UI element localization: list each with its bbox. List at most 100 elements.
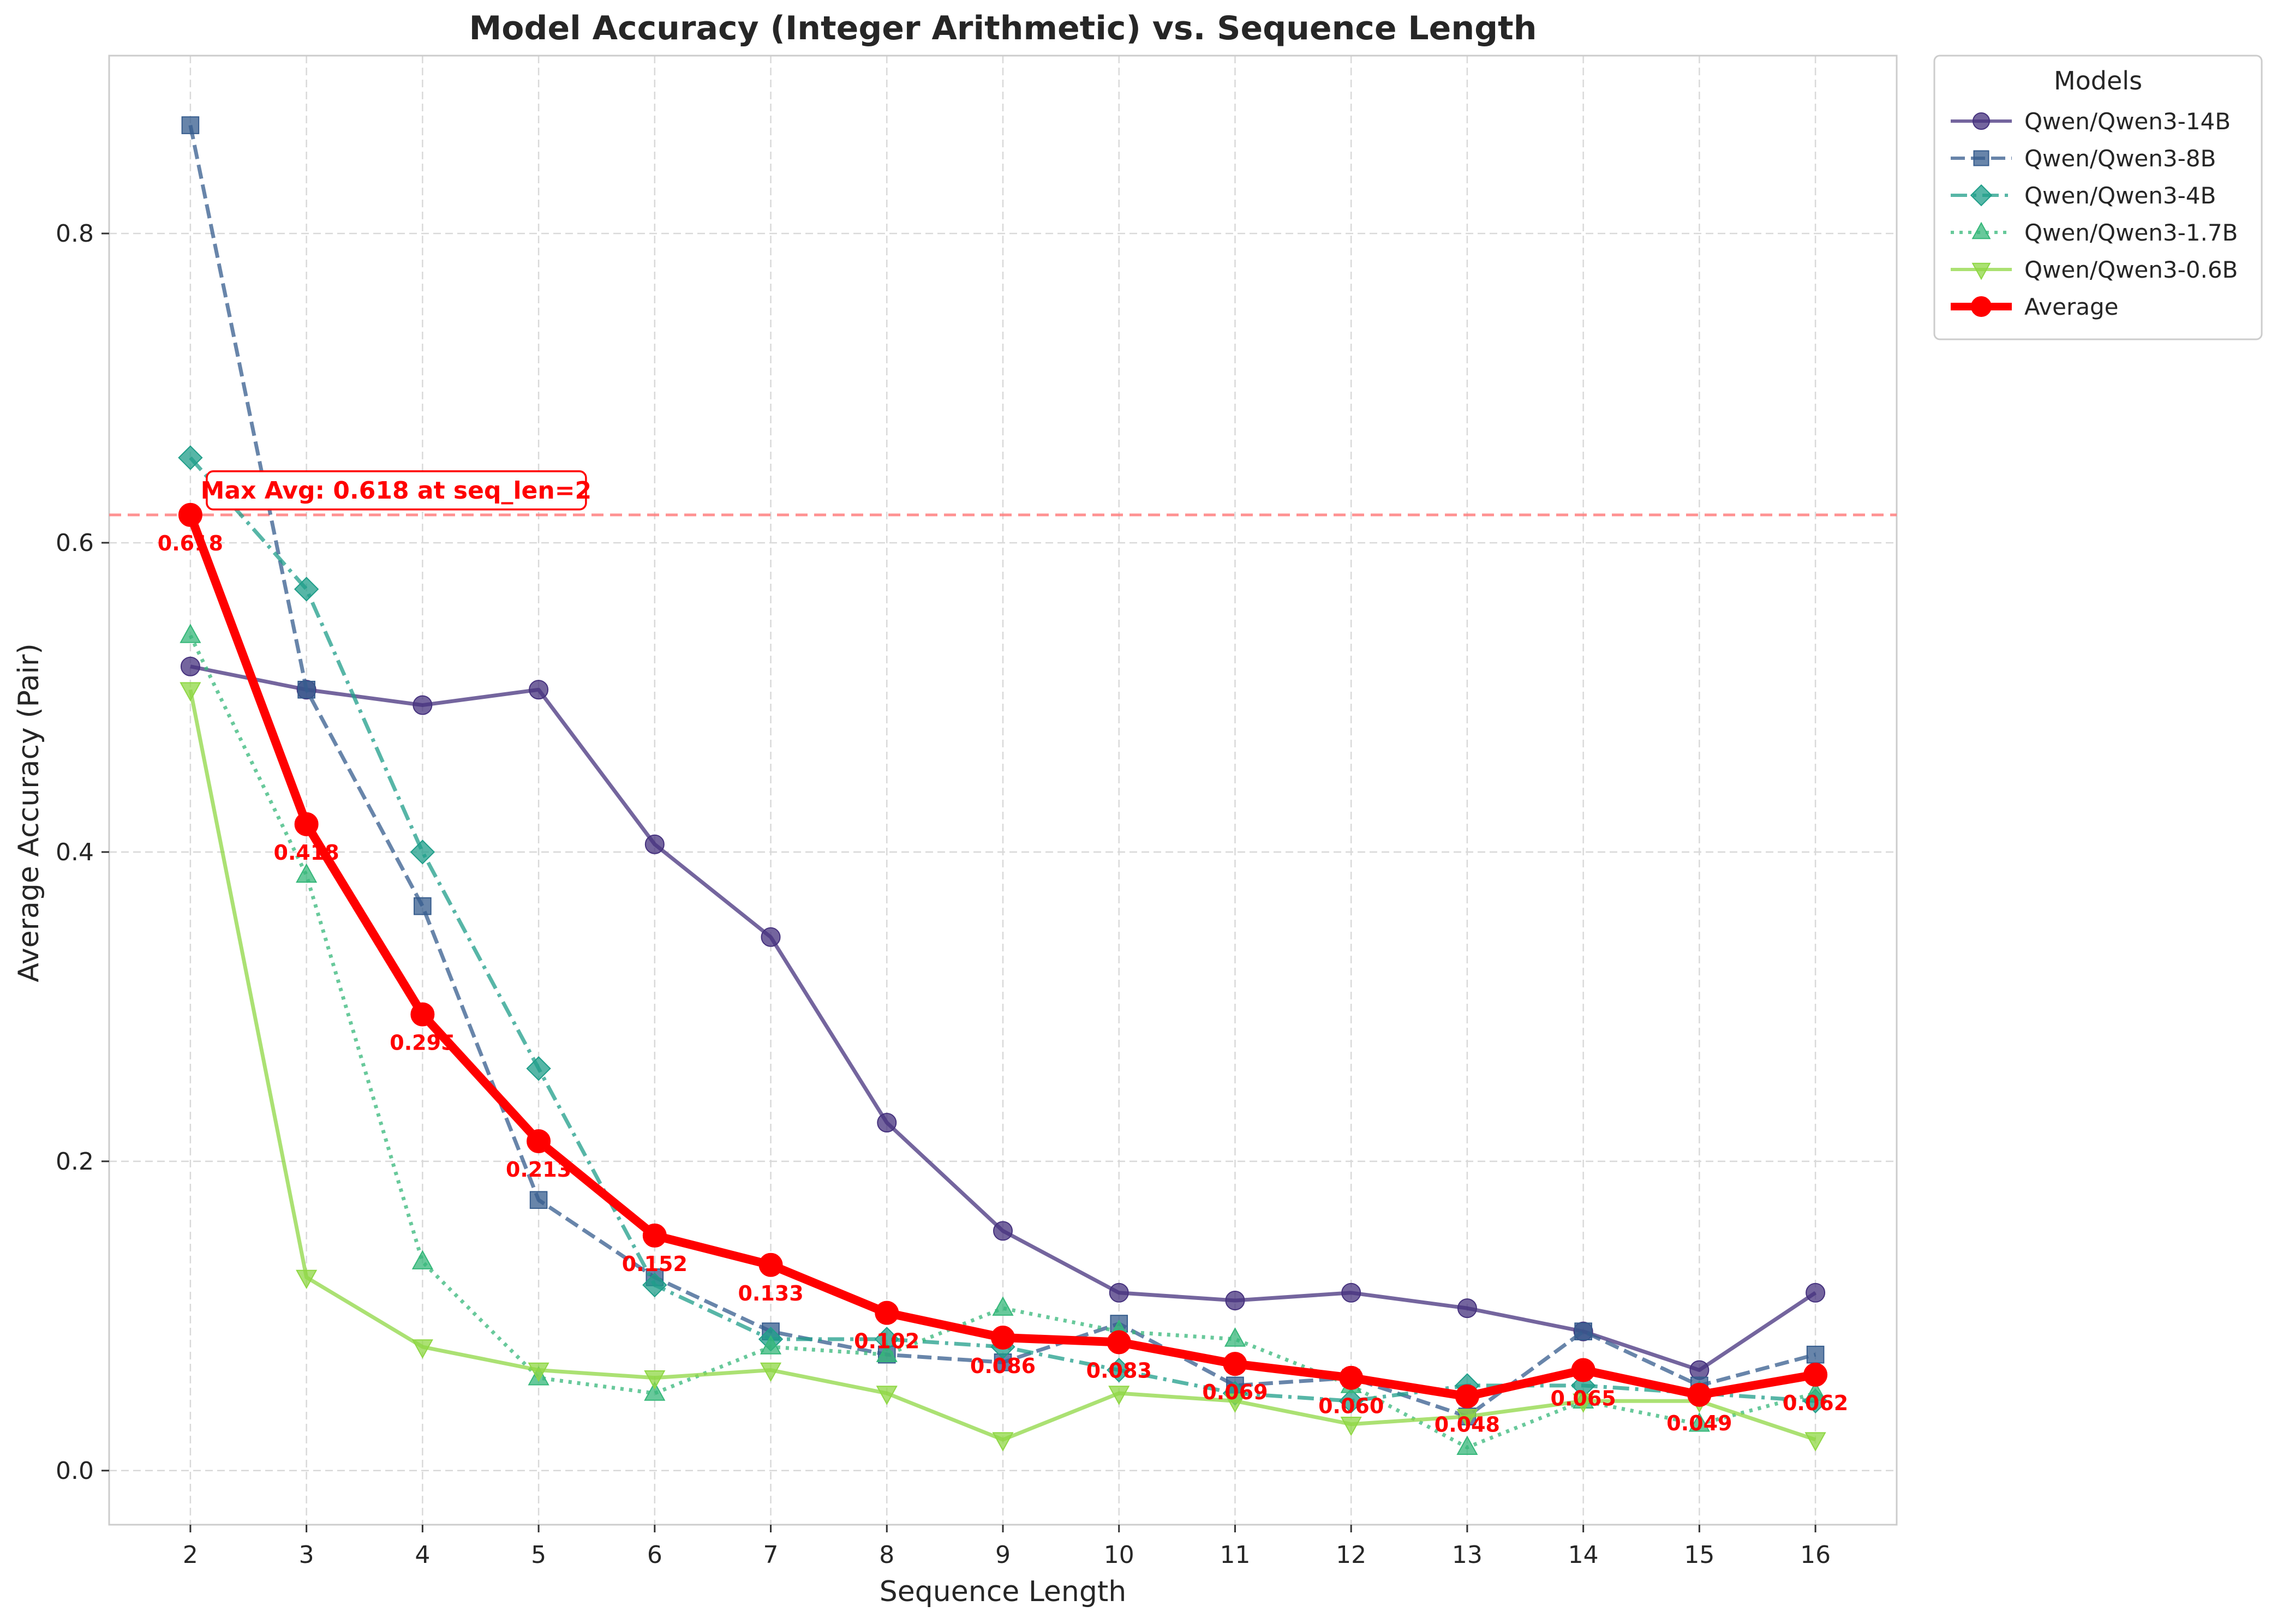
data-point xyxy=(1109,1283,1129,1303)
data-point xyxy=(760,1362,782,1382)
data-point xyxy=(1456,1409,1478,1429)
data-point xyxy=(1224,1393,1246,1413)
x-tick-label: 10 xyxy=(1104,1541,1134,1569)
legend-label: Average xyxy=(2024,293,2118,320)
data-point xyxy=(1108,1386,1130,1405)
data-point xyxy=(296,863,318,883)
data-point xyxy=(181,116,200,134)
data-point xyxy=(1803,1363,1828,1387)
x-tick-label: 7 xyxy=(763,1541,779,1569)
data-point xyxy=(760,1335,782,1355)
data-label: 0.060 xyxy=(1318,1394,1384,1418)
data-point xyxy=(413,695,433,715)
data-point xyxy=(526,1056,551,1081)
data-label: 0.295 xyxy=(390,1031,455,1055)
legend-marker xyxy=(1970,184,1993,207)
data-point xyxy=(1107,1330,1131,1355)
y-tick-label: 0.6 xyxy=(56,529,94,557)
x-tick-label: 8 xyxy=(879,1541,894,1569)
x-tick-label: 4 xyxy=(415,1541,430,1569)
data-point xyxy=(1687,1382,1712,1407)
data-label: 0.069 xyxy=(1202,1380,1268,1404)
data-label: 0.133 xyxy=(738,1281,803,1305)
data-point xyxy=(528,1362,549,1382)
data-point xyxy=(1804,1381,1826,1401)
x-tick-label: 14 xyxy=(1568,1541,1599,1569)
data-point xyxy=(1457,1298,1477,1319)
data-point xyxy=(1688,1412,1710,1432)
data-point xyxy=(876,1386,898,1405)
data-label: 0.065 xyxy=(1551,1387,1616,1411)
data-point xyxy=(180,682,201,702)
data-point xyxy=(527,1129,551,1153)
data-point xyxy=(414,897,432,915)
data-label: 0.083 xyxy=(1086,1359,1152,1383)
x-tick-label: 2 xyxy=(183,1541,198,1569)
y-tick-label: 0.2 xyxy=(56,1148,94,1176)
legend-marker xyxy=(1971,296,1992,317)
x-tick-label: 13 xyxy=(1452,1541,1483,1569)
data-label: 0.049 xyxy=(1666,1411,1732,1435)
series-layer xyxy=(178,116,1828,1455)
legend-label: Qwen/Qwen3-8B xyxy=(2024,145,2216,172)
data-point xyxy=(1806,1345,1825,1364)
legend-marker xyxy=(1971,221,1991,239)
x-tick-label: 12 xyxy=(1336,1541,1366,1569)
legend-title: Models xyxy=(2054,66,2142,95)
legend-item: Qwen/Qwen3-4B xyxy=(1951,182,2216,209)
data-point xyxy=(411,1250,433,1269)
y-axis-label: Average Accuracy (Pair) xyxy=(13,643,45,982)
data-point xyxy=(1804,1432,1826,1452)
series-line xyxy=(188,634,1816,1449)
legend-marker xyxy=(1971,262,1991,280)
data-point xyxy=(1223,1352,1247,1376)
legend-label: Qwen/Qwen3-1.7B xyxy=(2024,219,2238,246)
data-point xyxy=(758,1253,783,1277)
legend-label: Qwen/Qwen3-14B xyxy=(2024,108,2231,135)
gridlines xyxy=(109,56,1897,1525)
data-point xyxy=(529,1191,548,1209)
data-point xyxy=(1338,1388,1364,1413)
legend-label: Qwen/Qwen3-4B xyxy=(2024,182,2216,209)
data-point xyxy=(761,927,781,947)
legend-item: Qwen/Qwen3-0.6B xyxy=(1951,256,2238,283)
legend-marker xyxy=(1973,112,1990,130)
data-point xyxy=(993,1221,1013,1241)
data-point xyxy=(294,577,319,602)
data-label: 0.418 xyxy=(274,841,339,865)
x-tick-label: 5 xyxy=(531,1541,546,1569)
x-tick-label: 16 xyxy=(1800,1541,1831,1569)
data-point xyxy=(178,445,203,470)
data-point xyxy=(642,1272,667,1298)
legend-label: Qwen/Qwen3-0.6B xyxy=(2024,256,2238,283)
x-tick-label: 15 xyxy=(1684,1541,1714,1569)
data-point xyxy=(297,680,315,699)
annotation-box xyxy=(206,470,587,511)
data-point xyxy=(875,1301,899,1325)
legend-marker xyxy=(1973,150,1989,166)
data-point xyxy=(1340,1416,1362,1436)
chart-title: Model Accuracy (Integer Arithmetic) vs. … xyxy=(469,9,1537,47)
data-point xyxy=(1456,1435,1478,1455)
y-tick-label: 0.0 xyxy=(56,1457,94,1485)
x-axis-label: Sequence Length xyxy=(880,1575,1126,1608)
x-tick-label: 3 xyxy=(299,1541,314,1569)
data-label: 0.213 xyxy=(506,1158,571,1182)
x-tick-label: 9 xyxy=(995,1541,1011,1569)
series-average xyxy=(178,502,1828,1409)
data-point xyxy=(992,1296,1014,1316)
y-tick-label: 0.4 xyxy=(56,838,94,866)
data-point xyxy=(410,1002,435,1027)
data-point xyxy=(1341,1283,1361,1303)
data-point xyxy=(178,502,202,527)
data-label: 0.086 xyxy=(970,1354,1036,1378)
data-label: 0.062 xyxy=(1783,1391,1848,1415)
data-label: 0.618 xyxy=(158,531,223,555)
x-tick-label: 6 xyxy=(647,1541,662,1569)
legend-item: Qwen/Qwen3-1.7B xyxy=(1951,219,2238,246)
data-point xyxy=(294,812,319,836)
data-point xyxy=(529,680,549,700)
data-point xyxy=(1225,1290,1245,1310)
data-labels-layer: 0.618 0.418 0.295 0.213 0.152 0.133 0.102 0.086… xyxy=(158,470,1848,1437)
